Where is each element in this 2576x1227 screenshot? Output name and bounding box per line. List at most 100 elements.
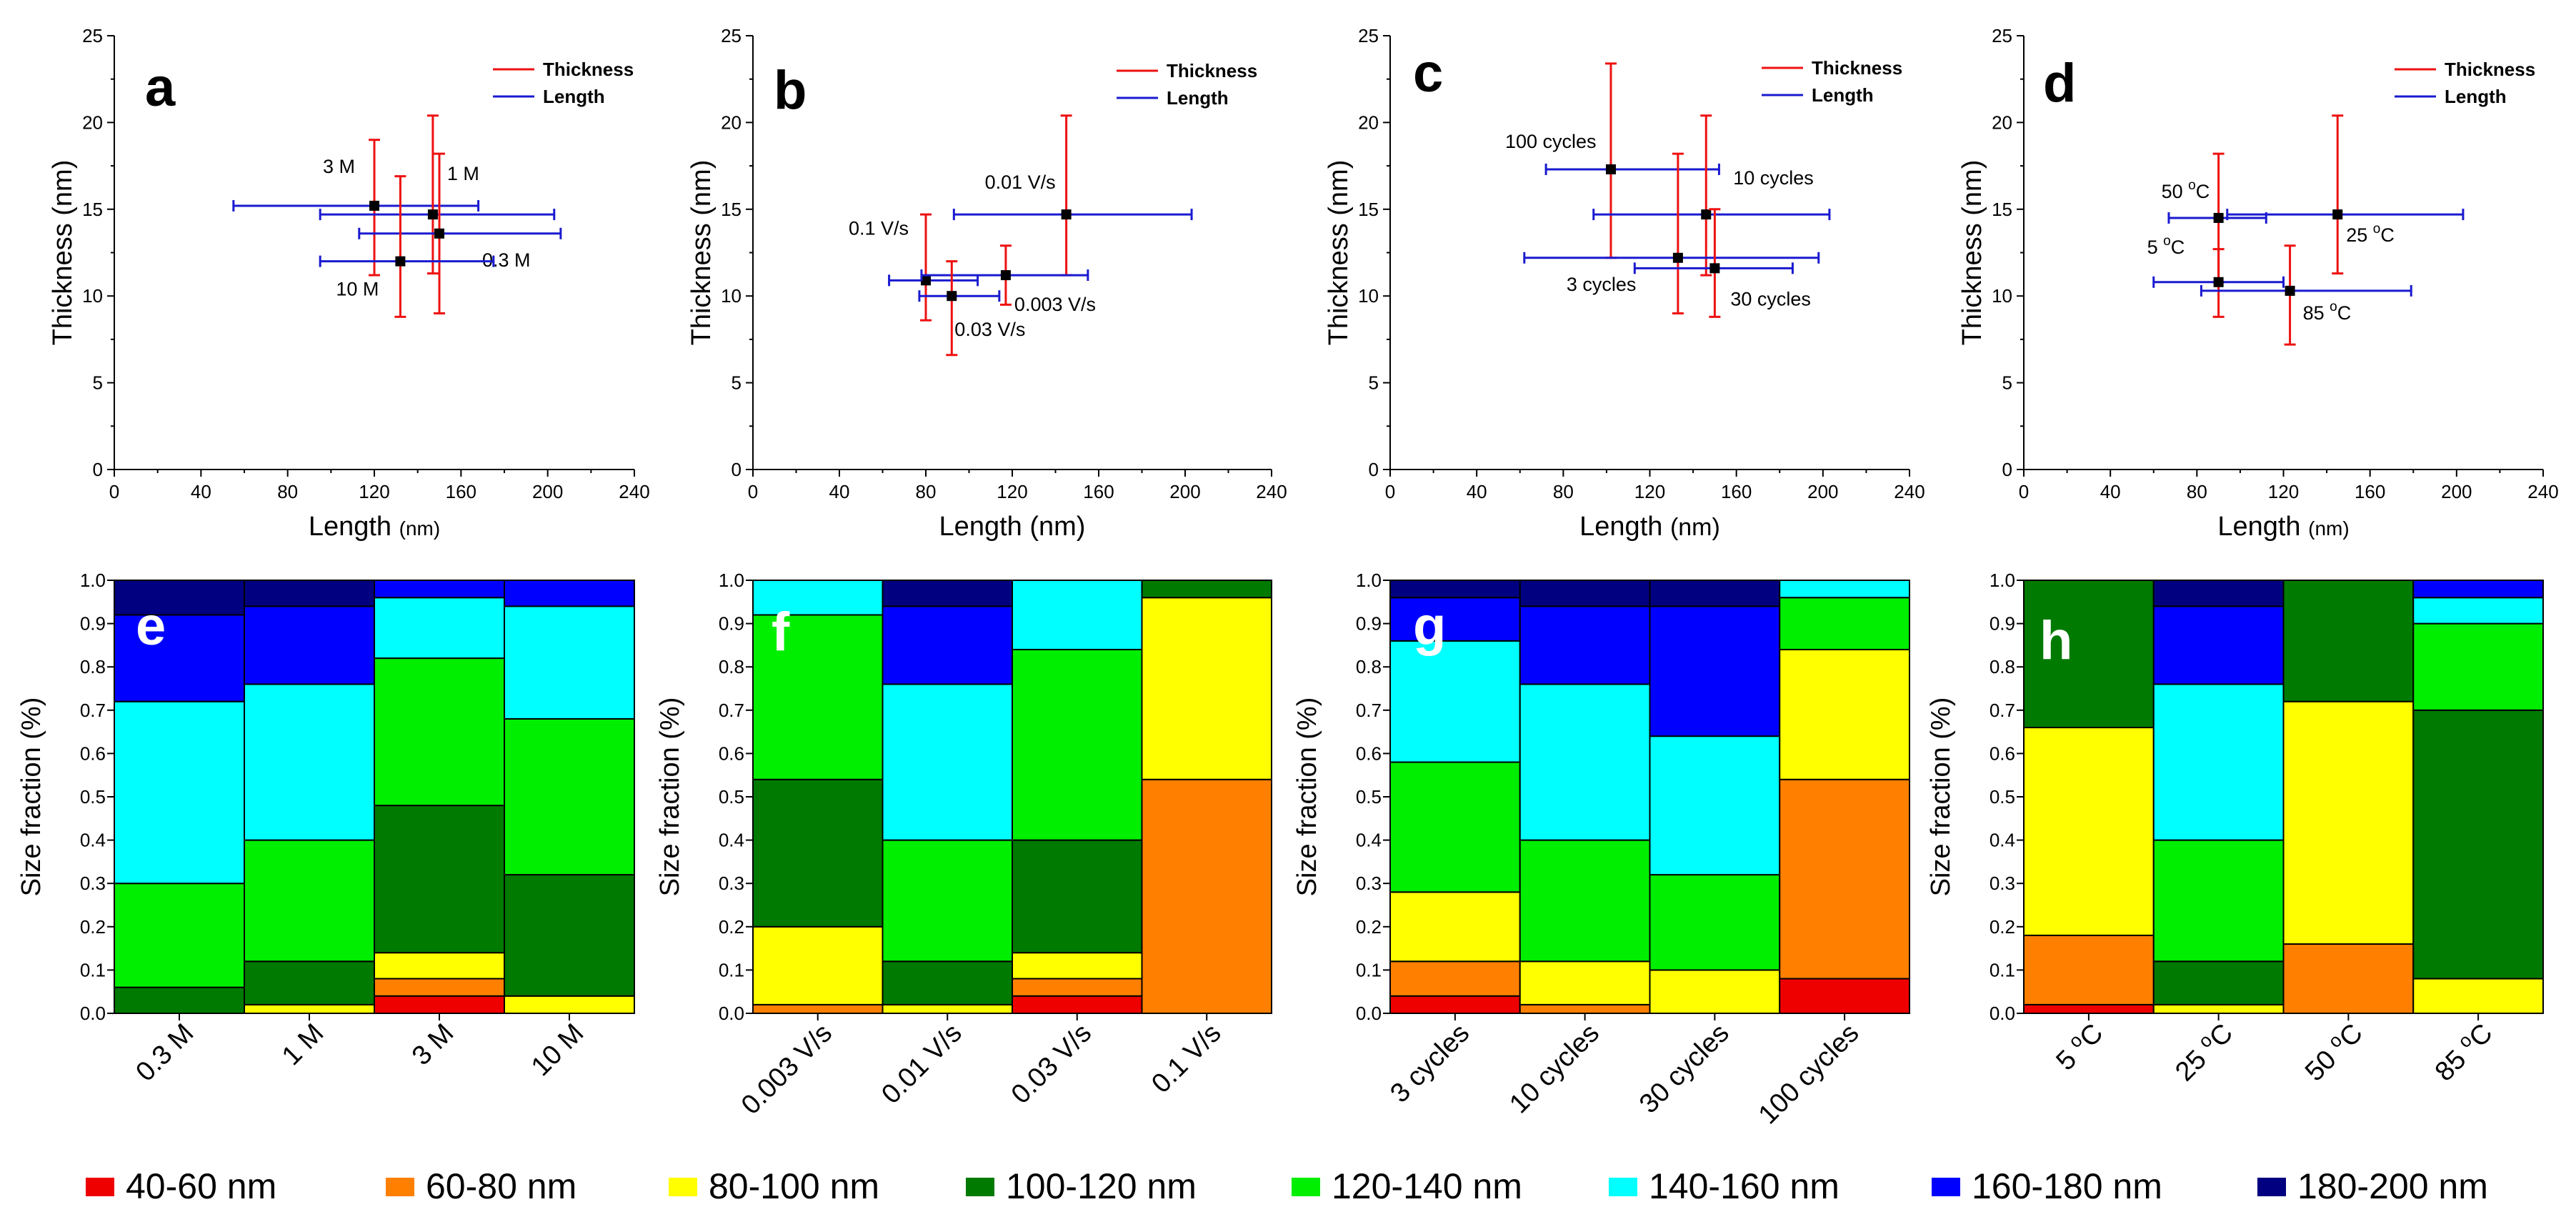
x-category-label: 85 oC — [2427, 1015, 2498, 1087]
point-label: 1 M — [447, 163, 479, 184]
scatter-panel-a: 0 5 10 15 20 25 0 40 80 120 160 200 240 Thickness (nm… — [48, 25, 650, 542]
size-legend-item: 60-80 nm — [386, 1166, 576, 1206]
bar-panel-h: 0.0 0.1 0.2 0.3 0.4 0.5 0.6 0.7 0.8 0.9 1.0 Size fr… — [1926, 570, 2544, 1087]
bar-segment — [504, 605, 635, 720]
x-tick-label: 120 — [2268, 481, 2299, 502]
bar-segment — [1779, 580, 1910, 599]
data-point: 0.3 M — [358, 152, 562, 314]
y-tick-label: 1.0 — [80, 570, 106, 591]
bar-segment — [374, 580, 505, 599]
data-point: 3 M — [232, 139, 480, 277]
size-legend-swatch — [86, 1178, 114, 1196]
y-tick-label: 0.2 — [719, 916, 744, 938]
bar-panel-e: 0.0 0.1 0.2 0.3 0.4 0.5 0.6 0.7 0.8 0.9 1.0 Size fr… — [16, 570, 635, 1088]
size-legend-item: 40-60 nm — [86, 1166, 276, 1206]
x-tick-label: 160 — [1721, 481, 1752, 502]
y-tick-label: 25 — [721, 25, 742, 46]
bar-segment — [2152, 605, 2285, 685]
y-tick-label: 0.8 — [1356, 656, 1382, 677]
bar-segment — [1519, 605, 1651, 685]
y-tick-label: 0.2 — [80, 916, 106, 938]
x-axis-label-main: Length — [2217, 512, 2308, 542]
y-tick-label: 15 — [82, 199, 103, 220]
point-marker — [427, 209, 438, 220]
bar-segment — [2412, 978, 2544, 1015]
y-tick-label: 0.8 — [80, 656, 106, 677]
bar-segment — [1649, 874, 1781, 971]
bar-segment — [244, 605, 375, 685]
y-tick-label: 0.5 — [1990, 786, 2015, 808]
bar-segment — [1389, 597, 1521, 642]
data-point: 85 oC — [2200, 244, 2412, 346]
scatter-panel-d: 0 5 10 15 20 25 0 40 80 120 160 200 240 Thickness (nm… — [1957, 25, 2559, 542]
bar-segment — [1779, 648, 1910, 780]
point-label: 10 M — [336, 279, 379, 300]
point-label: 30 cycles — [1730, 288, 1811, 309]
point-marker — [921, 275, 931, 286]
bar-segment — [752, 1003, 884, 1015]
bar-segment — [1389, 891, 1521, 963]
bar-segment — [2282, 943, 2415, 1015]
data-point: 3 cycles — [1523, 152, 1820, 314]
y-tick-label: 20 — [1358, 111, 1379, 133]
y-tick-label: 5 — [93, 372, 103, 394]
y-tick-label: 0.7 — [719, 700, 744, 721]
y-tick-label: 0.4 — [1990, 830, 2015, 851]
x-category-label: 0.003 V/s — [736, 1018, 838, 1121]
bar-segment — [504, 874, 635, 997]
data-point: 30 cycles — [1633, 208, 1811, 318]
bar-segment — [882, 1003, 1013, 1015]
size-legend-swatch — [1609, 1178, 1637, 1196]
point-marker — [395, 256, 406, 267]
x-category-label: 0.03 V/s — [1006, 1018, 1097, 1110]
point-marker — [2213, 212, 2224, 223]
data-point: 0.1 V/s — [849, 213, 979, 322]
x-category-label: 0.01 V/s — [876, 1018, 967, 1110]
bar-segment — [244, 580, 375, 607]
x-category-label: 3 cycles — [1384, 1018, 1475, 1109]
point-label: 0.01 V/s — [985, 172, 1056, 193]
y-tick-label: 20 — [721, 111, 742, 133]
bar-segment — [882, 960, 1013, 1005]
x-tick-label: 240 — [1256, 481, 1287, 502]
y-tick-label: 15 — [1992, 199, 2012, 220]
data-point: 5 oC — [2147, 234, 2285, 318]
y-tick-label: 0 — [93, 459, 103, 480]
x-category-label: 30 cycles — [1634, 1018, 1735, 1120]
x-category-label: 10 M — [526, 1018, 589, 1082]
bar-segment — [1012, 995, 1143, 1015]
bar-segment — [504, 717, 635, 876]
bar-segment — [2152, 960, 2285, 1005]
x-tick-label: 120 — [359, 481, 389, 502]
bar-panel-f: 0.0 0.1 0.2 0.3 0.4 0.5 0.6 0.7 0.8 0.9 1.0 Size fr… — [655, 570, 1272, 1121]
x-tick-label: 80 — [2187, 481, 2207, 502]
y-tick-label: 10 — [1992, 285, 2012, 307]
point-label: 25 oC — [2346, 222, 2395, 246]
bar-segment — [374, 657, 505, 807]
bar-segment — [1141, 580, 1272, 599]
bar-segment — [1519, 683, 1651, 841]
y-axis-label: Thickness (nm) — [687, 160, 717, 346]
size-legend-swatch — [669, 1178, 697, 1196]
x-category-label: 1 M — [276, 1018, 330, 1072]
y-tick-label: 10 — [1358, 285, 1379, 307]
size-legend-item: 180-200 nm — [2257, 1166, 2488, 1206]
y-tick-label: 0.6 — [1356, 742, 1382, 764]
y-tick-label: 0.1 — [80, 959, 106, 980]
bar-segment — [882, 839, 1013, 963]
bar-segment — [2023, 1003, 2155, 1015]
point-marker — [1000, 270, 1011, 281]
x-category-label: 50 oC — [2297, 1015, 2369, 1087]
size-legend-label: 80-100 nm — [709, 1166, 879, 1206]
point-marker — [434, 228, 444, 239]
y-tick-label: 0 — [732, 459, 742, 480]
y-tick-label: 0.9 — [80, 613, 106, 635]
x-tick-label: 80 — [916, 481, 937, 502]
data-point: 0.03 V/s — [918, 260, 1025, 357]
y-tick-label: 0.3 — [719, 873, 744, 894]
size-legend-swatch — [1932, 1178, 1960, 1196]
y-tick-label: 0.4 — [80, 830, 106, 851]
x-tick-label: 200 — [1807, 481, 1838, 502]
legend-length-label: Length — [543, 86, 605, 107]
bar-segment — [1779, 597, 1910, 650]
